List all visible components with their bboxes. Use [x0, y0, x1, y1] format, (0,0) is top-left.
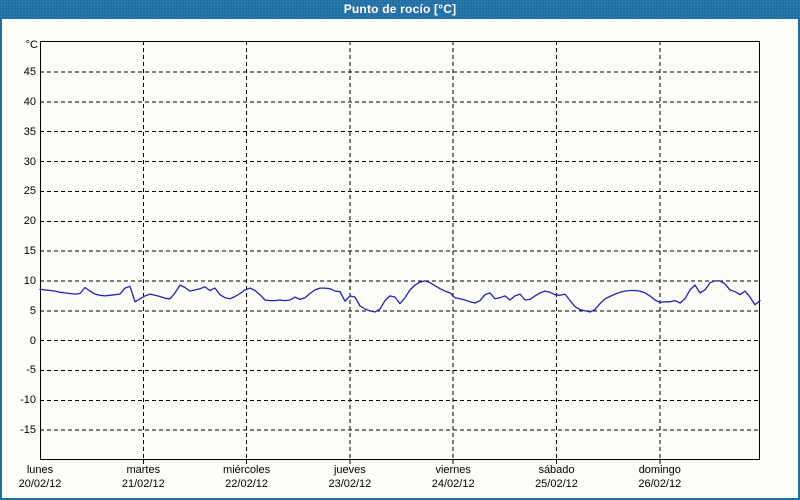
x-day-date: 24/02/12 — [431, 478, 475, 490]
x-day-label: sábado 25/02/12 — [504, 463, 608, 491]
x-day-name: jueves — [333, 464, 366, 476]
y-tick-label: 35 — [23, 125, 36, 138]
y-tick-label: 25 — [23, 185, 36, 198]
x-day-name: sábado — [538, 464, 575, 476]
x-day-name: miércoles — [223, 464, 271, 476]
x-day-label: domingo 26/02/12 — [608, 463, 712, 491]
y-tick-label: 45 — [23, 66, 36, 79]
x-day-date: 25/02/12 — [535, 478, 578, 490]
y-tick-label: 20 — [23, 215, 36, 228]
plot-frame — [40, 41, 760, 460]
y-tick-label: 0 — [29, 334, 36, 347]
x-day-date: 23/02/12 — [328, 478, 372, 490]
title-bar: Punto de rocío [°C] — [0, 0, 800, 19]
y-tick-label: -15 — [20, 424, 36, 437]
plot-svg — [39, 41, 761, 464]
x-day-name: viernes — [435, 464, 471, 476]
dewpoint-line — [39, 280, 761, 313]
y-tick-label: 10 — [23, 274, 36, 287]
y-tick-label: -10 — [20, 394, 36, 407]
y-axis-unit-label: °C — [25, 39, 38, 51]
y-tick-label: 40 — [23, 95, 36, 108]
x-day-label: jueves 23/02/12 — [298, 463, 402, 491]
x-day-label: martes 21/02/12 — [91, 463, 195, 491]
chart-title: Punto de rocío [°C] — [343, 2, 457, 16]
x-day-date: 20/02/12 — [18, 478, 62, 490]
y-tick-label: -5 — [26, 364, 36, 377]
x-day-date: 22/02/12 — [225, 478, 268, 490]
x-day-name: martes — [126, 464, 161, 476]
y-tick-label: 5 — [29, 304, 36, 317]
x-day-label: viernes 24/02/12 — [401, 463, 505, 491]
x-day-date: 21/02/12 — [121, 478, 165, 490]
x-day-label: miércoles 22/02/12 — [195, 463, 299, 491]
y-tick-label: 15 — [23, 245, 36, 258]
y-tick-label: 30 — [23, 155, 36, 168]
x-day-name: lunes — [26, 464, 54, 476]
x-day-label: lunes 20/02/12 — [0, 463, 92, 491]
x-day-name: domingo — [638, 464, 681, 476]
x-day-date: 26/02/12 — [638, 478, 682, 490]
